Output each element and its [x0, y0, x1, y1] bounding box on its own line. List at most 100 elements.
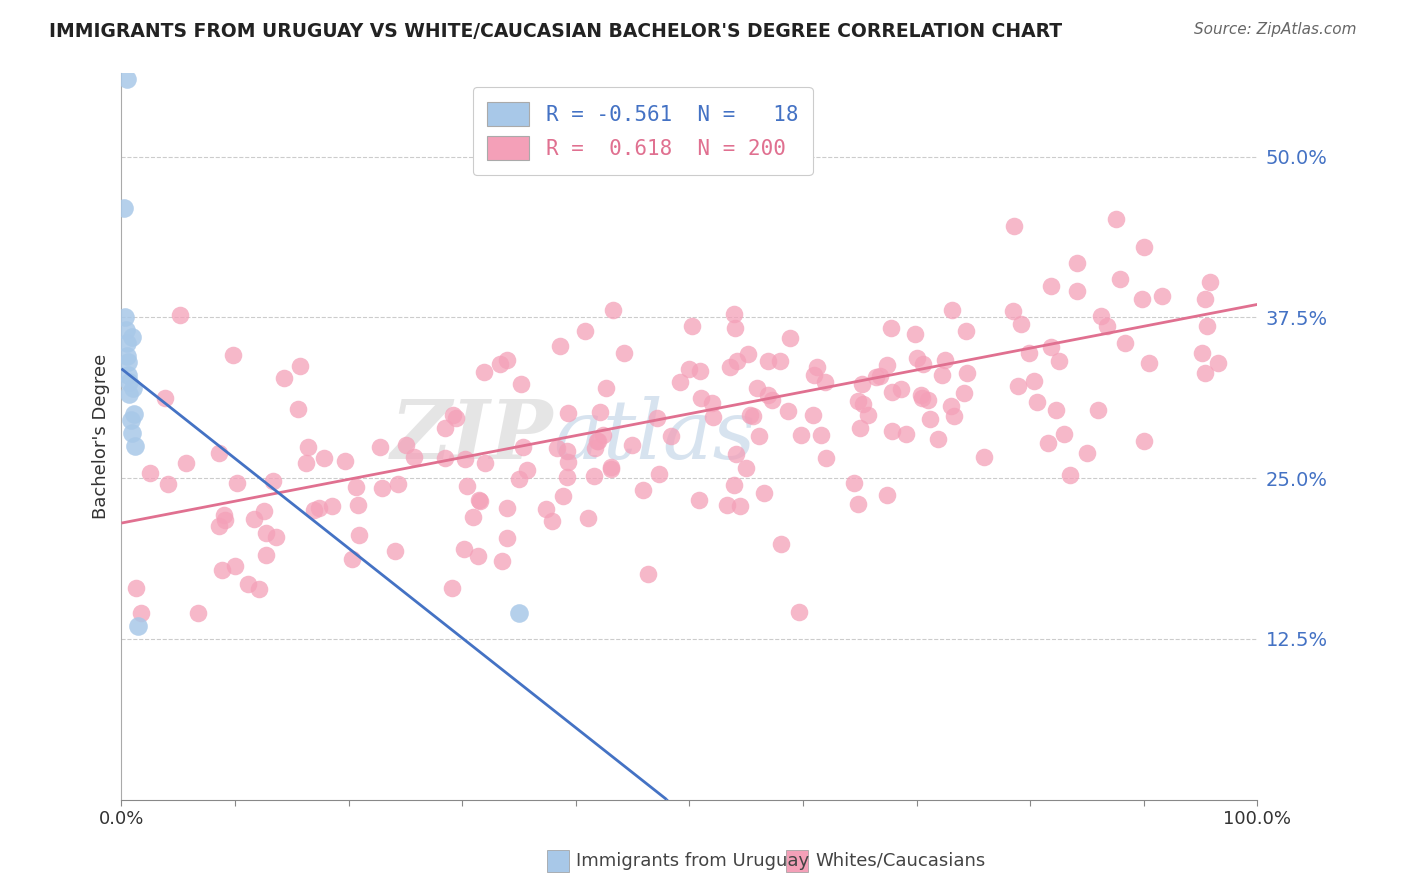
Point — [769, 537, 792, 551]
Point — [723, 478, 745, 492]
Point — [1114, 336, 1136, 351]
Point — [434, 421, 457, 435]
Point — [212, 508, 235, 522]
Point — [1059, 468, 1081, 483]
Point — [463, 510, 485, 524]
Point — [803, 368, 825, 383]
Point — [496, 352, 519, 367]
Point — [118, 375, 141, 389]
Point — [550, 339, 572, 353]
Point — [440, 581, 463, 595]
Point — [333, 454, 356, 468]
Point — [321, 499, 343, 513]
Point — [546, 441, 568, 455]
Point — [1022, 374, 1045, 388]
Point — [115, 323, 138, 337]
Point — [187, 606, 209, 620]
Point — [302, 503, 325, 517]
Point — [599, 459, 621, 474]
Text: IMMIGRANTS FROM URUGUAY VS WHITE/CAUCASIAN BACHELOR'S DEGREE CORRELATION CHART: IMMIGRANTS FROM URUGUAY VS WHITE/CAUCASI… — [49, 22, 1063, 41]
Point — [129, 606, 152, 620]
Point — [1109, 272, 1132, 286]
Point — [1197, 319, 1219, 334]
Point — [496, 532, 519, 546]
Point — [589, 405, 612, 419]
Point — [347, 528, 370, 542]
Point — [491, 554, 513, 568]
Point — [441, 408, 464, 422]
Point — [346, 498, 368, 512]
Point — [470, 494, 492, 508]
Point — [941, 399, 963, 413]
Point — [121, 381, 143, 395]
Point — [787, 605, 810, 619]
Point — [344, 479, 367, 493]
Y-axis label: Bachelor's Degree: Bachelor's Degree — [93, 353, 110, 519]
Point — [254, 549, 277, 563]
Point — [756, 388, 779, 402]
Point — [314, 451, 336, 466]
Point — [742, 409, 765, 423]
Point — [725, 354, 748, 368]
Point — [911, 357, 934, 371]
Point — [208, 446, 231, 460]
Point — [433, 450, 456, 465]
Point — [702, 409, 724, 424]
Point — [702, 396, 724, 410]
Point — [734, 461, 756, 475]
Point — [1133, 434, 1156, 448]
Point — [1095, 319, 1118, 334]
Point — [1130, 293, 1153, 307]
Point — [121, 425, 143, 440]
Point — [846, 394, 869, 409]
Point — [688, 492, 710, 507]
Point — [273, 371, 295, 385]
Point — [890, 382, 912, 396]
Point — [287, 401, 309, 416]
Point — [748, 429, 770, 443]
Point — [595, 382, 617, 396]
Point — [124, 439, 146, 453]
Point — [956, 367, 979, 381]
Point — [1047, 354, 1070, 368]
Point — [467, 549, 489, 564]
Point — [384, 544, 406, 558]
Point — [1152, 289, 1174, 303]
Point — [745, 381, 768, 395]
Point — [602, 302, 624, 317]
Point — [1199, 275, 1222, 289]
Point — [905, 351, 928, 365]
Point — [718, 359, 741, 374]
Point — [1045, 403, 1067, 417]
Point — [728, 499, 751, 513]
Point — [689, 364, 711, 378]
Point — [876, 488, 898, 502]
Point — [576, 511, 599, 525]
Point — [557, 406, 579, 420]
Point — [208, 519, 231, 533]
Point — [586, 434, 609, 448]
Point — [342, 552, 364, 566]
Point — [468, 493, 491, 508]
Point — [453, 542, 475, 557]
Legend: R = -0.561  N =   18, R =  0.618  N = 200: R = -0.561 N = 18, R = 0.618 N = 200 — [472, 87, 813, 175]
Point — [1053, 427, 1076, 442]
Point — [214, 513, 236, 527]
Point — [474, 456, 496, 470]
Point — [174, 457, 197, 471]
Point — [810, 427, 832, 442]
Point — [858, 409, 880, 423]
Point — [1025, 394, 1047, 409]
Point — [127, 619, 149, 633]
Point — [813, 375, 835, 389]
Point — [904, 327, 927, 342]
Point — [910, 392, 932, 406]
Point — [690, 392, 713, 406]
Point — [648, 467, 671, 482]
Point — [941, 303, 963, 318]
Point — [118, 387, 141, 401]
Point — [613, 346, 636, 360]
Point — [927, 432, 949, 446]
Point — [1018, 345, 1040, 359]
Point — [224, 558, 246, 573]
